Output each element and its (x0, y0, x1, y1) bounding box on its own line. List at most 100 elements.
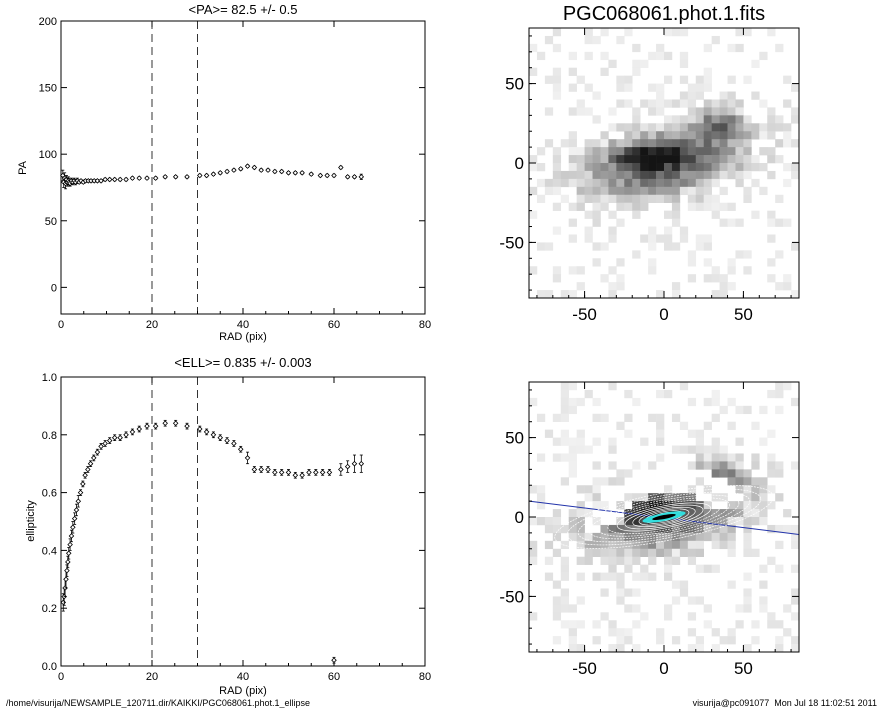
data-point (197, 172, 203, 179)
image-pixel (783, 218, 792, 227)
image-pixel (552, 178, 562, 188)
data-point (358, 174, 365, 180)
image-pixel (687, 139, 697, 148)
image-pixel (560, 524, 569, 534)
data-point (136, 175, 143, 181)
image-pixel (552, 226, 562, 235)
image-pixel (664, 242, 673, 251)
data-point (98, 443, 104, 450)
x-tick-label: 50 (734, 659, 753, 678)
image-pixel (592, 170, 601, 180)
image-pixel (560, 194, 569, 203)
x-tick-label: 20 (146, 319, 158, 331)
data-point (258, 167, 264, 173)
image-pixel (664, 115, 673, 124)
image-pixel (727, 628, 736, 637)
data-point (106, 176, 113, 183)
image-pixel (624, 556, 633, 565)
image-pixel (640, 155, 649, 164)
image-pixel (727, 107, 736, 116)
image-pixel (576, 155, 585, 164)
image-pixel (560, 170, 569, 180)
data-point (152, 175, 159, 181)
image-pixel (767, 274, 776, 283)
image-pixel (632, 397, 641, 407)
image-pixel (560, 413, 569, 422)
image-pixel (648, 413, 657, 422)
image-pixel (727, 517, 736, 526)
image-pixel (743, 250, 752, 259)
image-pixel (600, 588, 609, 597)
image-pixel (687, 163, 697, 172)
image-pixel (632, 194, 641, 203)
image-pixel (751, 163, 760, 172)
image-pixel (624, 628, 633, 637)
image-pixel (568, 397, 577, 407)
image-pixel (624, 155, 633, 164)
ellipticity-plot-ylabel: ellipticity (25, 500, 37, 542)
image-pixel (767, 115, 776, 124)
image-pixel (727, 453, 736, 462)
image-pixel (544, 242, 554, 251)
image-pixel (536, 147, 546, 156)
image-pixel (560, 604, 569, 613)
image-pixel (719, 170, 728, 180)
image-pixel (616, 588, 625, 597)
image-pixel (608, 155, 617, 164)
image-pixel (751, 636, 760, 645)
image-pixel (695, 139, 704, 148)
image-pixel (687, 147, 697, 156)
image-pixel (536, 242, 546, 251)
image-pixel (743, 524, 752, 534)
image-pixel (616, 170, 625, 180)
image-pixel (703, 274, 712, 283)
x-tick-label: 80 (419, 671, 431, 683)
image-pixel (544, 429, 554, 438)
image-pixel (671, 99, 681, 108)
image-pixel (775, 139, 784, 148)
image-pixel (552, 186, 562, 196)
image-pixel (679, 51, 689, 61)
image-pixel (711, 131, 720, 140)
image-pixel (767, 155, 776, 164)
image-pixel (640, 540, 649, 550)
image-pixel (687, 258, 697, 267)
image-pixel (529, 67, 538, 76)
x-tick-label: 0 (659, 659, 668, 678)
image-pixel (719, 509, 728, 518)
image-pixel (576, 194, 585, 203)
image-pixel (759, 123, 768, 132)
image-pixel (743, 572, 752, 581)
image-pixel (687, 445, 697, 454)
image-pixel (679, 147, 689, 156)
image-pixel (624, 163, 633, 172)
image-pixel (632, 202, 641, 211)
image-pixel (656, 155, 665, 164)
image-pixel (536, 517, 546, 526)
image-pixel (767, 429, 776, 438)
image-pixel (616, 572, 625, 581)
image-pixel (743, 509, 752, 518)
data-point (94, 449, 101, 455)
image-pixel (767, 620, 776, 629)
image-pixel (616, 421, 625, 430)
image-pixel (671, 186, 681, 196)
image-pixel (584, 445, 593, 454)
image-pixel (687, 532, 697, 542)
data-point (136, 426, 143, 432)
y-tick-label: 50 (45, 216, 57, 228)
data-point (217, 170, 224, 176)
image-pixel (687, 429, 697, 438)
image-pixel (679, 131, 689, 140)
image-pixel (616, 274, 625, 283)
data-point (129, 429, 136, 435)
image-pixel (632, 178, 641, 188)
image-pixel (671, 596, 681, 605)
x-tick-label: -50 (572, 659, 597, 678)
image-pixel (640, 186, 649, 196)
image-pixel (719, 163, 728, 172)
image-pixel (671, 580, 681, 589)
image-pixel (624, 186, 633, 196)
image-pixel (568, 178, 577, 188)
data-point (184, 423, 190, 429)
